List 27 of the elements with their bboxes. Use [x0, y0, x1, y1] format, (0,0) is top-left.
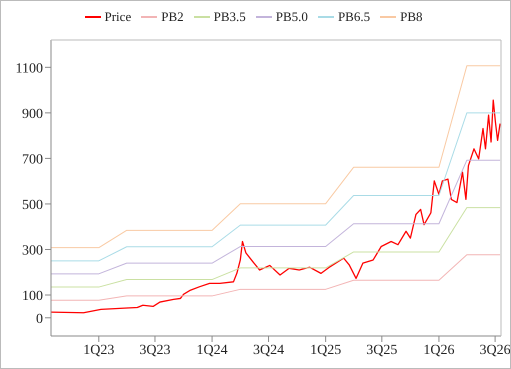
legend-label: PB6.5 — [338, 9, 370, 25]
y-tick-label: 300 — [22, 243, 43, 258]
x-tick-label: 3Q24 — [252, 342, 284, 358]
legend-label: Price — [104, 9, 132, 25]
legend-label: PB3.5 — [214, 9, 246, 25]
y-tick-label: 100 — [22, 288, 43, 304]
line-series — [51, 207, 501, 288]
x-tick-label: 1Q24 — [196, 342, 228, 358]
x-tick-label: 1Q26 — [423, 342, 454, 358]
y-tick-label: 700 — [22, 152, 43, 168]
line-series — [51, 160, 501, 274]
y-tick-label: 0 — [36, 312, 43, 327]
x-tick-label: 1Q25 — [310, 342, 342, 358]
line-series — [51, 65, 501, 248]
x-tick-label: 3Q23 — [139, 342, 171, 358]
y-tick-label: 900 — [22, 106, 43, 122]
line-series — [51, 112, 501, 262]
y-tick-label: 1100 — [16, 61, 43, 76]
y-tick-label: 500 — [22, 198, 43, 213]
legend-label: PB8 — [400, 9, 422, 25]
x-tick-label: 3Q26 — [480, 342, 511, 358]
legend-label: PB5.0 — [276, 9, 308, 25]
legend-label: PB2 — [161, 9, 184, 25]
x-tick-label: 3Q25 — [366, 342, 398, 358]
line-series — [51, 254, 501, 301]
line-series — [51, 99, 501, 314]
x-tick-label: 1Q23 — [83, 342, 114, 358]
